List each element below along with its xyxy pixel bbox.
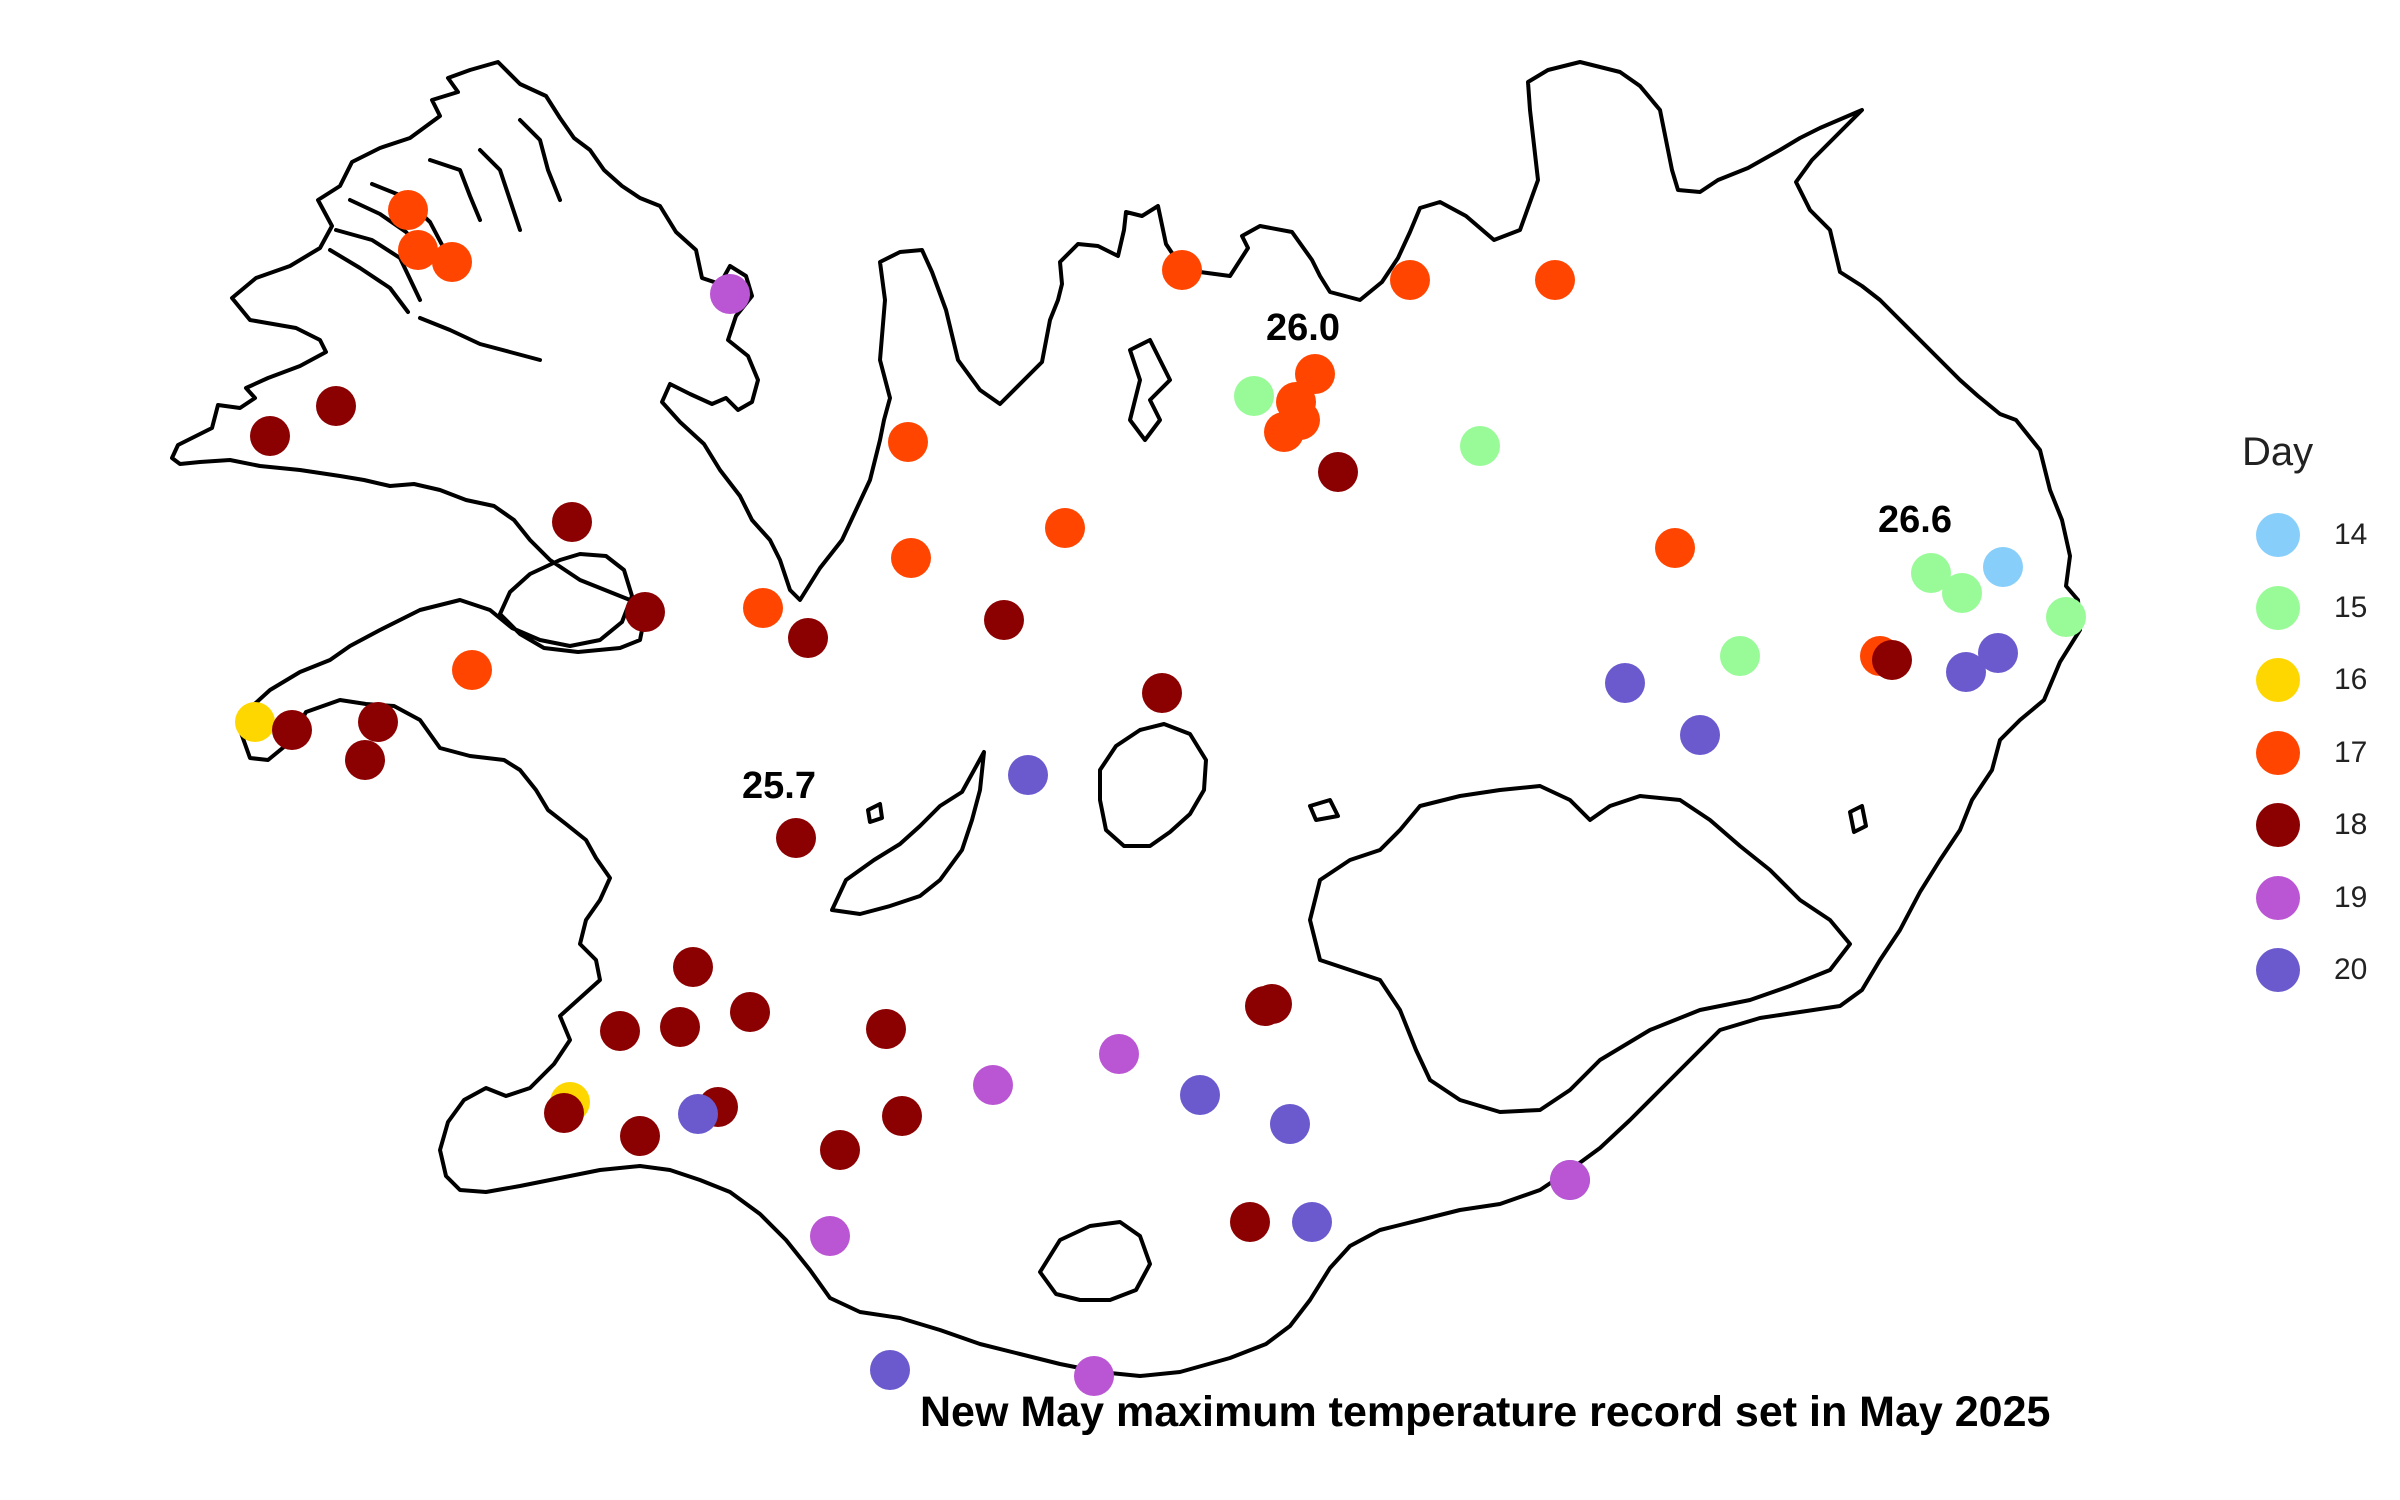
station-marker-day-17 bbox=[1390, 260, 1430, 300]
station-marker-day-17 bbox=[1535, 260, 1575, 300]
legend-label: 17 bbox=[2334, 735, 2368, 769]
station-marker-day-17 bbox=[743, 588, 783, 628]
station-marker-day-17 bbox=[388, 190, 428, 230]
station-marker-day-16 bbox=[235, 702, 275, 742]
station-marker-day-17 bbox=[452, 650, 492, 690]
station-marker-day-18 bbox=[625, 592, 665, 632]
legend-swatch bbox=[2256, 730, 2300, 775]
legend-label: 16 bbox=[2334, 663, 2368, 697]
station-marker-day-19 bbox=[1099, 1034, 1139, 1074]
station-marker-day-17 bbox=[1045, 508, 1085, 548]
station-marker-day-20 bbox=[1680, 715, 1720, 755]
myrdalsjokull-outline bbox=[1038, 1220, 1152, 1302]
legend-swatch bbox=[2256, 948, 2300, 993]
vatnajokull-outline bbox=[1308, 784, 1852, 1114]
legend-item-19: 19 bbox=[2238, 862, 2388, 935]
iceland-coastline bbox=[170, 60, 2082, 1378]
record-annotation: 25.7 bbox=[742, 765, 816, 807]
station-marker-day-20 bbox=[870, 1350, 910, 1390]
station-marker-day-18 bbox=[866, 1009, 906, 1049]
legend-item-14: 14 bbox=[2238, 499, 2388, 572]
legend-swatch bbox=[2256, 875, 2300, 920]
legend-label: 19 bbox=[2334, 880, 2368, 914]
station-marker-day-15 bbox=[1911, 553, 1951, 593]
station-marker-day-18 bbox=[1142, 673, 1182, 713]
station-marker-day-17 bbox=[1295, 354, 1335, 394]
station-marker-day-19 bbox=[1074, 1356, 1114, 1396]
station-marker-day-19 bbox=[973, 1065, 1013, 1105]
station-marker-day-17 bbox=[1655, 528, 1695, 568]
station-marker-day-17 bbox=[432, 242, 472, 282]
station-marker-day-20 bbox=[678, 1094, 718, 1134]
legend-item-16: 16 bbox=[2238, 644, 2388, 717]
record-annotation: 26.0 bbox=[1266, 307, 1340, 349]
map-caption: New May maximum temperature record set i… bbox=[920, 1388, 2051, 1436]
station-marker-day-18 bbox=[1230, 1202, 1270, 1242]
station-marker-day-19 bbox=[710, 274, 750, 314]
station-marker-day-18 bbox=[358, 702, 398, 742]
legend-item-20: 20 bbox=[2238, 934, 2388, 1007]
legend-label: 18 bbox=[2334, 808, 2368, 842]
station-marker-day-18 bbox=[620, 1116, 660, 1156]
station-marker-day-15 bbox=[1942, 573, 1982, 613]
legend-swatch bbox=[2256, 803, 2300, 848]
legend-item-17: 17 bbox=[2238, 717, 2388, 790]
station-marker-day-20 bbox=[1292, 1202, 1332, 1242]
station-marker-day-18 bbox=[272, 710, 312, 750]
station-marker-day-18 bbox=[544, 1093, 584, 1133]
station-marker-day-19 bbox=[810, 1216, 850, 1256]
small-lakes bbox=[866, 338, 1868, 834]
station-marker-day-14 bbox=[1983, 547, 2023, 587]
station-marker-day-18 bbox=[820, 1130, 860, 1170]
station-markers bbox=[235, 190, 2086, 1396]
station-marker-day-18 bbox=[673, 947, 713, 987]
station-marker-day-15 bbox=[2046, 597, 2086, 637]
legend-title: Day bbox=[2242, 430, 2314, 474]
station-marker-day-17 bbox=[398, 230, 438, 270]
station-marker-day-18 bbox=[552, 502, 592, 542]
station-marker-day-20 bbox=[1008, 755, 1048, 795]
station-marker-day-17 bbox=[888, 422, 928, 462]
station-marker-day-18 bbox=[1245, 986, 1285, 1026]
station-marker-day-20 bbox=[1180, 1075, 1220, 1115]
station-marker-day-18 bbox=[984, 600, 1024, 640]
legend-item-18: 18 bbox=[2238, 789, 2388, 862]
station-marker-day-18 bbox=[788, 618, 828, 658]
station-marker-day-20 bbox=[1605, 663, 1645, 703]
station-marker-day-18 bbox=[1318, 452, 1358, 492]
station-marker-day-18 bbox=[345, 740, 385, 780]
station-marker-day-15 bbox=[1460, 426, 1500, 466]
legend-label: 14 bbox=[2334, 518, 2368, 552]
station-marker-day-18 bbox=[660, 1007, 700, 1047]
station-marker-day-15 bbox=[1234, 376, 1274, 416]
station-marker-day-15 bbox=[1720, 636, 1760, 676]
legend-swatch bbox=[2256, 658, 2300, 703]
station-marker-day-18 bbox=[882, 1096, 922, 1136]
station-marker-day-20 bbox=[1270, 1104, 1310, 1144]
station-marker-day-18 bbox=[600, 1011, 640, 1051]
legend-item-15: 15 bbox=[2238, 572, 2388, 645]
station-marker-day-18 bbox=[316, 386, 356, 426]
station-marker-day-18 bbox=[730, 992, 770, 1032]
record-annotation: 26.6 bbox=[1878, 499, 1952, 541]
langjokull-outline bbox=[830, 750, 986, 916]
station-marker-day-20 bbox=[1978, 633, 2018, 673]
station-marker-day-18 bbox=[1872, 640, 1912, 680]
legend-swatch bbox=[2256, 513, 2300, 558]
station-marker-day-18 bbox=[776, 818, 816, 858]
station-marker-day-17 bbox=[1162, 250, 1202, 290]
legend-swatch bbox=[2256, 585, 2300, 630]
legend-label: 20 bbox=[2334, 953, 2368, 987]
station-marker-day-17 bbox=[1264, 412, 1304, 452]
station-marker-day-19 bbox=[1550, 1160, 1590, 1200]
legend-label: 15 bbox=[2334, 590, 2368, 624]
station-marker-day-20 bbox=[1946, 652, 1986, 692]
hofsjokull-outline bbox=[1098, 722, 1208, 848]
station-marker-day-17 bbox=[891, 538, 931, 578]
station-marker-day-18 bbox=[250, 416, 290, 456]
legend: Day 14 15 16 17 18 19 20 bbox=[2238, 430, 2388, 1007]
